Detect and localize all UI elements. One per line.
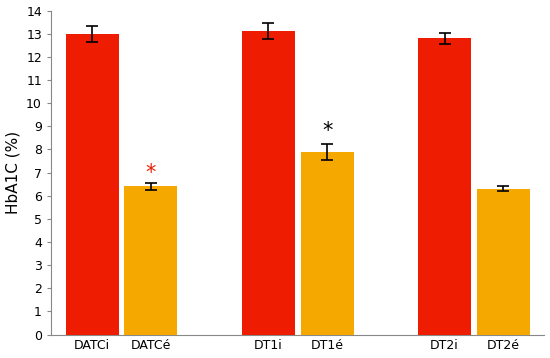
Y-axis label: HbA1C (%): HbA1C (%) xyxy=(6,131,20,214)
Bar xyxy=(124,187,177,335)
Bar xyxy=(242,32,295,335)
Bar xyxy=(418,38,471,335)
Text: *: * xyxy=(322,121,332,141)
Bar xyxy=(477,189,530,335)
Bar xyxy=(65,34,119,335)
Text: *: * xyxy=(146,163,156,183)
Bar xyxy=(301,152,354,335)
